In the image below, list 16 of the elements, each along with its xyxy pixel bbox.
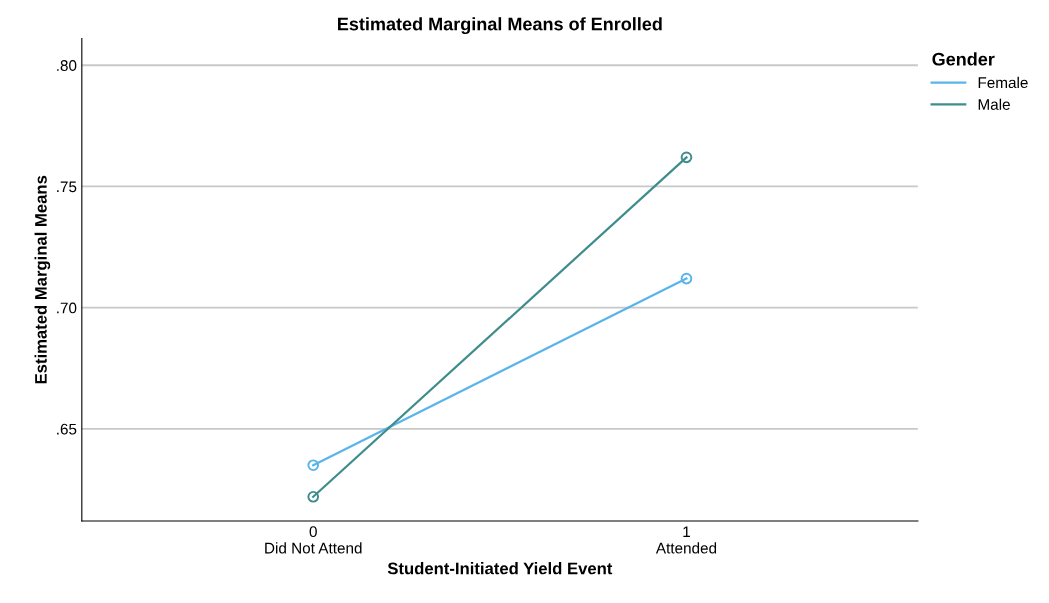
point — [307, 490, 320, 503]
point — [680, 151, 693, 164]
y-tick-label: .80 — [57, 60, 77, 71]
y-tick-label: .70 — [57, 302, 77, 314]
y-tick-label: .65 — [57, 423, 77, 435]
point — [680, 272, 693, 285]
x-axis-title: Student-Initiated Yield Event — [387, 562, 613, 575]
y-axis-title: Estimated Marginal Means — [34, 175, 51, 384]
legend-label: Male — [978, 98, 1010, 110]
legend-label: Female — [978, 76, 1028, 89]
y-tick-label: .75 — [57, 181, 77, 193]
legend-title: Gender — [932, 52, 995, 66]
chart-title: Estimated Marginal Means of Enrolled — [338, 17, 662, 35]
x-tick-label: 0 Did Not Attend — [265, 526, 362, 554]
x-tick-label: 1 Attended — [655, 526, 717, 554]
point — [307, 459, 320, 472]
